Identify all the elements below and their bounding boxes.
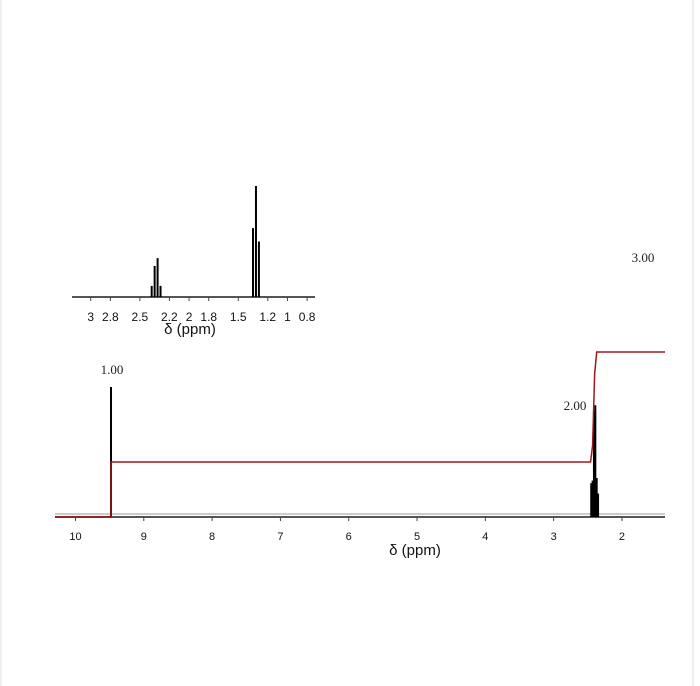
x-tick-label: 10 bbox=[69, 531, 81, 543]
integral-label: 2.00 bbox=[564, 398, 587, 413]
x-tick-label: 7 bbox=[277, 531, 283, 543]
x-tick-label: 2.8 bbox=[102, 310, 119, 324]
x-tick-label: 1.8 bbox=[200, 310, 217, 324]
x-tick-label: 8 bbox=[209, 531, 215, 543]
x-tick-label: 1.2 bbox=[259, 310, 276, 324]
x-tick-label: 4 bbox=[482, 531, 488, 543]
x-tick-label: 0.8 bbox=[299, 310, 316, 324]
x-tick-label: 2 bbox=[186, 310, 193, 324]
x-tick-label: 2 bbox=[619, 531, 625, 543]
x-tick-label: 3 bbox=[551, 531, 557, 543]
integral-curve bbox=[55, 351, 665, 518]
x-tick-label: 5 bbox=[414, 531, 420, 543]
x-tick-label: 3 bbox=[87, 310, 94, 324]
x-tick-label: 2.2 bbox=[161, 310, 178, 324]
x-axis-title: δ (ppm) bbox=[389, 542, 441, 559]
integral-label: 1.00 bbox=[101, 362, 124, 377]
x-tick-label: 6 bbox=[346, 531, 352, 543]
x-tick-label: 1 bbox=[284, 310, 291, 324]
x-tick-label: 9 bbox=[141, 531, 147, 543]
x-tick-label: 1.5 bbox=[230, 310, 247, 324]
x-axis-title: δ (ppm) bbox=[164, 321, 216, 338]
x-tick-label: 2.5 bbox=[132, 310, 149, 324]
integral-label: 3.00 bbox=[632, 250, 655, 265]
